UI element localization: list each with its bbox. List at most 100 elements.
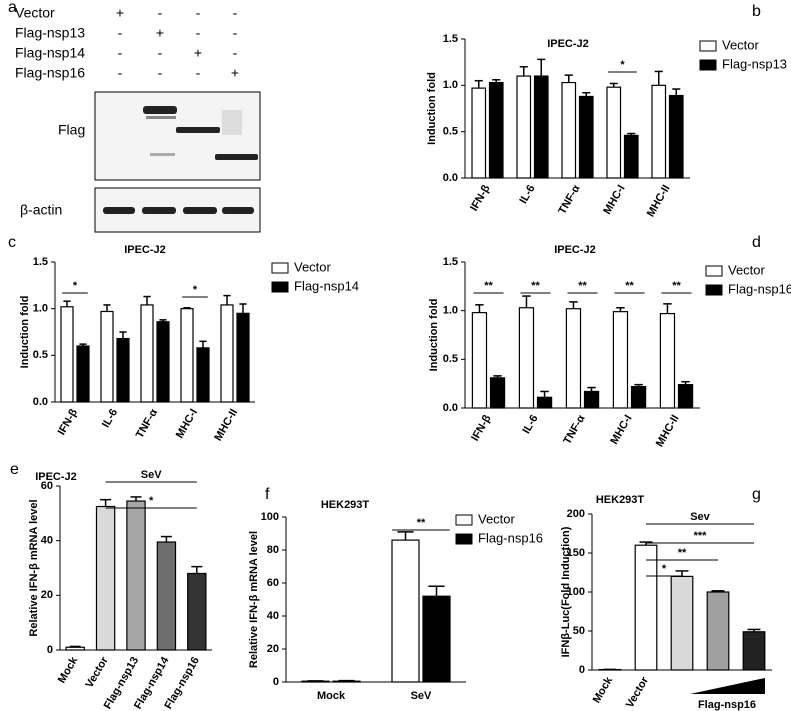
band bbox=[176, 127, 220, 133]
bar bbox=[659, 312, 676, 409]
blot-row-label: β-actin bbox=[20, 202, 62, 218]
bar bbox=[301, 680, 330, 683]
panel-letter: e bbox=[10, 461, 19, 478]
bar bbox=[518, 307, 535, 409]
legend-label: Flag-nsp13 bbox=[722, 56, 787, 71]
condition-label: Flag-nsp16 bbox=[15, 65, 85, 81]
y-tick-label: 1.5 bbox=[443, 256, 458, 268]
significance-mark: ** bbox=[678, 547, 687, 559]
y-tick-label: 1.0 bbox=[443, 305, 458, 317]
condition-label: Flag-nsp14 bbox=[15, 45, 85, 61]
panel-letter: b bbox=[752, 3, 761, 20]
y-tick-label: 40 bbox=[41, 535, 53, 547]
significance-mark: * bbox=[620, 59, 625, 71]
x-tick-label: IFN-β bbox=[468, 183, 493, 214]
band bbox=[222, 110, 242, 135]
x-tick-label: Mock bbox=[317, 690, 346, 702]
bar bbox=[100, 310, 114, 403]
bar bbox=[140, 304, 154, 403]
panel-letter: f bbox=[265, 486, 270, 503]
y-axis-label: Induction fold bbox=[426, 72, 438, 145]
legend-label: Vector bbox=[728, 262, 766, 277]
bar bbox=[623, 134, 639, 179]
legend-swatch bbox=[699, 40, 717, 52]
legend-swatch bbox=[455, 533, 473, 545]
condition-label: Vector bbox=[15, 5, 55, 21]
bar bbox=[156, 541, 177, 651]
x-tick-label: MHC-I bbox=[601, 183, 627, 217]
bar bbox=[651, 84, 667, 179]
y-tick-label: 60 bbox=[267, 577, 279, 589]
bar bbox=[180, 308, 194, 403]
bar bbox=[634, 544, 658, 671]
y-tick-label: 0.5 bbox=[443, 353, 458, 365]
annotation-label: Sev bbox=[690, 511, 710, 523]
bar bbox=[65, 646, 85, 651]
condition-sign: - bbox=[118, 25, 123, 41]
y-tick-label: 1.5 bbox=[443, 33, 458, 45]
bar bbox=[670, 575, 694, 671]
gradient-triangle bbox=[690, 678, 765, 694]
annotation-label: SeV bbox=[141, 469, 162, 481]
legend-label: Flag-nsp14 bbox=[294, 278, 359, 293]
y-tick-label: 1.0 bbox=[33, 303, 48, 315]
band bbox=[150, 153, 175, 156]
legend-swatch bbox=[699, 59, 717, 71]
x-tick-label: IL-6 bbox=[100, 407, 120, 430]
condition-sign: + bbox=[194, 45, 202, 61]
bar bbox=[488, 81, 504, 179]
condition-label: Flag-nsp13 bbox=[15, 25, 85, 41]
bar bbox=[332, 680, 361, 683]
x-tick-label: MHC-II bbox=[654, 413, 682, 449]
condition-sign: - bbox=[233, 45, 238, 61]
y-tick-label: 50 bbox=[573, 625, 585, 637]
x-tick-label: TNF-α bbox=[134, 407, 160, 441]
condition-sign: - bbox=[118, 45, 123, 61]
significance-mark: * bbox=[149, 495, 154, 507]
chart-title: IPEC-J2 bbox=[547, 38, 589, 50]
legend-swatch bbox=[705, 265, 723, 277]
bar bbox=[536, 396, 553, 409]
significance-mark: ** bbox=[578, 280, 587, 292]
y-tick-label: 0.0 bbox=[443, 172, 458, 184]
y-tick-label: 60 bbox=[41, 480, 53, 492]
condition-sign: + bbox=[116, 5, 124, 21]
bar bbox=[583, 390, 600, 409]
bar bbox=[742, 631, 766, 671]
y-tick-label: 1.5 bbox=[33, 256, 48, 268]
bar bbox=[516, 75, 532, 179]
bar bbox=[471, 312, 488, 409]
condition-sign: + bbox=[231, 65, 239, 81]
condition-sign: - bbox=[233, 25, 238, 41]
y-axis-label: Induction fold bbox=[428, 299, 440, 372]
legend-label: Vector bbox=[294, 259, 332, 274]
significance-mark: ** bbox=[417, 517, 426, 529]
x-tick-label: MHC-II bbox=[645, 183, 673, 219]
x-tick-label: MHC-I bbox=[608, 413, 634, 447]
significance-mark: *** bbox=[694, 530, 708, 542]
legend-label: Flag-nsp16 bbox=[728, 281, 791, 296]
bar bbox=[76, 345, 90, 403]
chart-title: IPEC-J2 bbox=[124, 244, 166, 256]
legend-label: Vector bbox=[722, 37, 760, 52]
x-tick-label: MHC-I bbox=[174, 407, 200, 441]
condition-sign: - bbox=[233, 5, 238, 21]
y-tick-label: 100 bbox=[567, 586, 585, 598]
bar bbox=[706, 591, 730, 671]
band bbox=[146, 116, 176, 119]
panel-letter: c bbox=[8, 234, 16, 251]
significance-mark: * bbox=[73, 280, 78, 292]
y-tick-label: 200 bbox=[567, 508, 585, 520]
y-axis-label: Induction fold bbox=[19, 296, 31, 369]
significance-mark: ** bbox=[531, 280, 540, 292]
y-tick-label: 150 bbox=[567, 547, 585, 559]
bar bbox=[561, 81, 577, 179]
y-tick-label: 1.0 bbox=[443, 79, 458, 91]
x-tick-label: Vector bbox=[84, 654, 112, 690]
condition-sign: + bbox=[156, 25, 164, 41]
x-tick-label: IFN-β bbox=[469, 413, 494, 444]
bar bbox=[126, 500, 146, 651]
bar bbox=[60, 306, 74, 403]
x-tick-label: IL-6 bbox=[520, 413, 540, 436]
